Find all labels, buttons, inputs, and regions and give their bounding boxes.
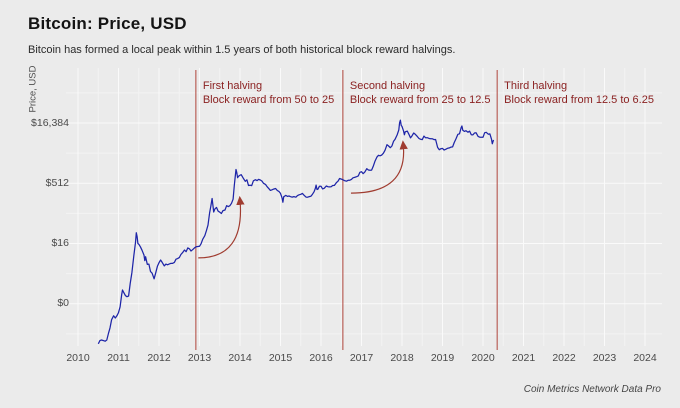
- trend-arrow: [198, 195, 245, 259]
- halving-annotation: First halving Block reward from 50 to 25: [203, 79, 334, 107]
- x-tick-label: 2017: [349, 352, 374, 364]
- halving-title: First halving: [202, 80, 263, 92]
- x-tick-label: 2022: [552, 352, 576, 364]
- price-line: [97, 119, 495, 345]
- data-source-credit: Coin Metrics Network Data Pro: [523, 384, 661, 395]
- x-tick-label: 2012: [147, 352, 171, 364]
- y-tick-label: $0: [57, 297, 69, 310]
- halving-annotation: Third halving Block reward from 12.5 to 6…: [504, 79, 654, 107]
- x-tick-label: 2013: [187, 352, 212, 364]
- chart-title: Bitcoin: Price, USD: [28, 14, 187, 33]
- halving-title: Third halving: [504, 80, 568, 92]
- y-tick-label: $512: [45, 176, 69, 189]
- halving-subtitle: Block reward from 50 to 25: [202, 94, 335, 106]
- x-tick-label: 2015: [268, 352, 293, 364]
- x-tick-label: 2011: [107, 352, 130, 364]
- halving-annotation: Second halving Block reward from 25 to 12…: [350, 79, 491, 107]
- trend-arrow: [350, 140, 408, 194]
- x-tick-label: 2024: [633, 352, 657, 364]
- chart-subtitle: Bitcoin has formed a local peak within 1…: [28, 44, 456, 56]
- y-tick-label: $16,384: [31, 116, 69, 129]
- x-tick-label: 2014: [228, 352, 252, 364]
- x-tick-label: 2018: [390, 352, 414, 364]
- halving-subtitle: Block reward from 12.5 to 6.25: [504, 94, 654, 106]
- halving-title: Second halving: [349, 80, 426, 92]
- x-tick-label: 2023: [592, 352, 617, 364]
- y-tick-label: $16: [51, 237, 69, 249]
- x-tick-label: 2016: [309, 352, 333, 364]
- x-tick-label: 2020: [471, 352, 495, 364]
- x-tick-label: 2019: [430, 352, 455, 364]
- x-tick-label: 2010: [66, 352, 90, 364]
- halving-subtitle: Block reward from 25 to 12.5: [349, 94, 491, 106]
- x-tick-label: 2021: [511, 352, 536, 364]
